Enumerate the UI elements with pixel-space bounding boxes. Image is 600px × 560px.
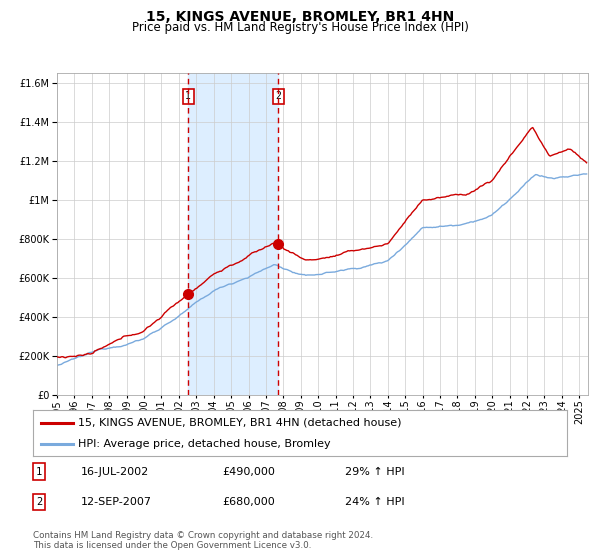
Text: 29% ↑ HPI: 29% ↑ HPI [345, 466, 404, 477]
Text: 15, KINGS AVENUE, BROMLEY, BR1 4HN: 15, KINGS AVENUE, BROMLEY, BR1 4HN [146, 10, 454, 24]
Text: Contains HM Land Registry data © Crown copyright and database right 2024.
This d: Contains HM Land Registry data © Crown c… [33, 531, 373, 550]
Text: 1: 1 [185, 91, 191, 101]
Text: £680,000: £680,000 [222, 497, 275, 507]
Text: 12-SEP-2007: 12-SEP-2007 [81, 497, 152, 507]
Text: 1: 1 [36, 466, 42, 477]
Text: £490,000: £490,000 [222, 466, 275, 477]
Text: 24% ↑ HPI: 24% ↑ HPI [345, 497, 404, 507]
Text: 15, KINGS AVENUE, BROMLEY, BR1 4HN (detached house): 15, KINGS AVENUE, BROMLEY, BR1 4HN (deta… [79, 418, 402, 428]
Text: HPI: Average price, detached house, Bromley: HPI: Average price, detached house, Brom… [79, 439, 331, 449]
Bar [188, 73, 278, 395]
Text: 2: 2 [36, 497, 42, 507]
Text: 16-JUL-2002: 16-JUL-2002 [81, 466, 149, 477]
Text: Price paid vs. HM Land Registry's House Price Index (HPI): Price paid vs. HM Land Registry's House … [131, 21, 469, 34]
Text: 2: 2 [275, 91, 281, 101]
